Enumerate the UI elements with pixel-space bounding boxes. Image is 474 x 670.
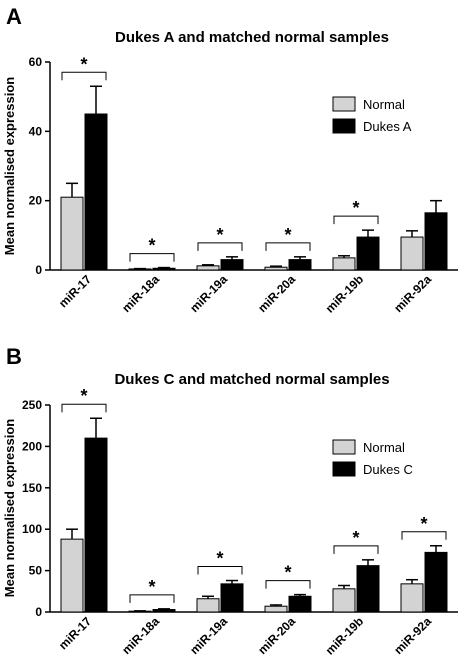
panel-b-significance-bracket [333,545,379,554]
panel-b-bar-dukes-mir-19b [356,565,380,613]
panel-a-significance-star: * [216,225,223,245]
panel-a-significance-star: * [148,236,155,256]
panel-b-legend-label-dukes: Dukes C [363,462,413,477]
panel-b-title: Dukes C and matched normal samples [114,371,389,388]
panel-a-significance-star: * [352,198,359,218]
panel-a-y-axis-label: Mean normalised expression [2,77,17,256]
panel-a-category-label: miR-18a [119,272,162,315]
panel-b-y-tick-label: 50 [29,564,43,578]
panel-b-significance-star: * [80,386,87,406]
panel-b-bar-normal-mir-92a [400,583,424,613]
panel-b-bar-normal-mir-20a [264,605,288,613]
panel-a-bar-normal-mir-19b [332,257,356,271]
panel-b-y-tick-label: 100 [22,522,42,536]
panel-a-letter: A [6,4,22,29]
panel-b-y-tick-label: 250 [22,398,42,412]
panel-b-category-label: miR-19b [323,614,366,657]
panel-b-y-tick-label: 200 [22,439,42,453]
panel-a-legend-label-dukes: Dukes A [363,119,412,134]
panel-b-legend-label-normal: Normal [363,440,405,455]
panel-b-significance-bracket [61,403,107,413]
panel-a-significance-bracket [61,71,107,81]
panel-b-legend-swatch-dukes [332,461,356,477]
panel-a-significance-star: * [284,225,291,245]
panel-a-bar-normal-mir-92a [400,236,424,271]
panel-a-category-label: miR-19b [323,272,366,315]
panel-a-bar-dukes-mir-17 [84,113,108,271]
panel-a-y-tick-label: 60 [29,55,43,69]
panel-a-legend-swatch-normal [332,96,356,112]
panel-b-significance-bracket [129,594,175,603]
panel-a-bar-dukes-mir-18a [152,267,176,271]
panel-b-y-tick-label: 0 [35,605,42,619]
panel-a-bar-normal-mir-17 [60,196,84,271]
panel-a-bar-dukes-mir-19b [356,236,380,271]
panel-b-bar-normal-mir-17 [60,538,84,613]
panel-b-category-label: miR-20a [255,614,298,657]
panel-b-category-label: miR-18a [119,614,162,657]
panel-a-y-tick-label: 0 [35,263,42,277]
panel-a-category-label: miR-17 [56,272,94,310]
panel-b-significance-star: * [420,514,427,534]
panel-b-category-label: miR-17 [56,614,94,652]
panel-a-category-label: miR-20a [255,272,298,315]
panel-b-category-label: miR-19a [187,614,230,657]
panel-b-significance-star: * [352,528,359,548]
panel-b-significance-bracket [197,566,243,575]
panel-a-significance-star: * [80,54,87,74]
panel-a-category-label: miR-19a [187,272,230,315]
panel-a-bar-dukes-mir-19a [220,259,244,271]
panel-b-bar-dukes-mir-19a [220,583,244,613]
panel-a-bar-normal-mir-19a [196,265,220,271]
panel-a-legend-label-normal: Normal [363,97,405,112]
panel-a-significance-bracket [129,253,175,262]
panel-a-bar-dukes-mir-20a [288,259,312,271]
panel-a-legend-swatch-dukes [332,118,356,134]
panel-a-significance-bracket [265,242,311,251]
panel-b-bar-normal-mir-19b [332,588,356,613]
panel-a-bar-dukes-mir-92a [424,212,448,271]
panel-a-significance-bracket [333,215,379,225]
panel-b-letter: B [6,344,22,369]
panel-b-y-axis-label: Mean normalised expression [2,419,17,598]
panel-b-y-tick-label: 150 [22,481,42,495]
panel-b-significance-star: * [216,549,223,569]
panel-b-significance-star: * [284,563,291,583]
panel-b-bar-dukes-mir-20a [288,595,312,613]
panel-b-significance-bracket [401,531,447,540]
panel-b-significance-bracket [265,580,311,589]
panel-b-legend-swatch-normal [332,439,356,455]
panel-b-bar-dukes-mir-92a [424,551,448,613]
panel-a-y-tick-label: 20 [29,194,43,208]
panel-b-category-label: miR-92a [391,614,434,657]
panel-a-title: Dukes A and matched normal samples [115,29,389,46]
panel-b-bar-normal-mir-19a [196,598,220,613]
panel-b-bar-dukes-mir-17 [84,437,108,613]
panel-a-significance-bracket [197,242,243,251]
panel-a-category-label: miR-92a [391,272,434,315]
panel-a-bar-normal-mir-20a [264,266,288,271]
panel-b-bar-dukes-mir-18a [152,609,176,613]
panel-b-significance-star: * [148,577,155,597]
panel-a-y-tick-label: 40 [29,124,43,138]
